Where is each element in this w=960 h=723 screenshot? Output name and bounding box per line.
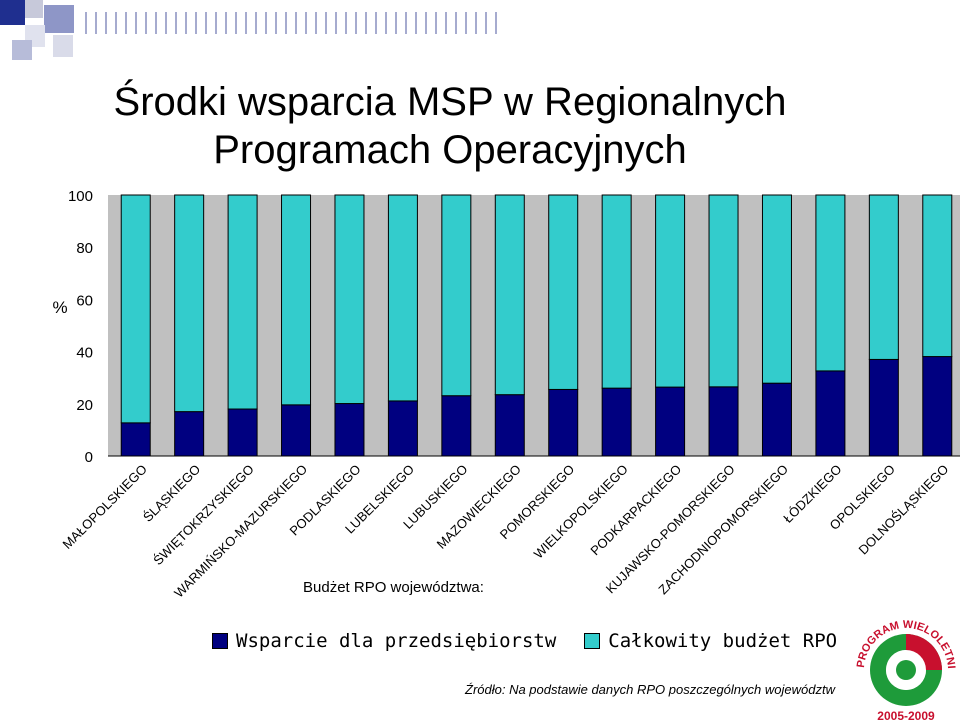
y-tick-label: 60 bbox=[76, 292, 93, 309]
bar-budget bbox=[387, 194, 418, 402]
program-logo: PROGRAM WIELOLETNI 2005-2009 bbox=[855, 619, 957, 723]
legend-label-budget: Całkowity budżet RPO bbox=[608, 630, 838, 652]
bar-support bbox=[334, 403, 365, 457]
bar-support bbox=[655, 386, 686, 457]
y-axis-label: % bbox=[52, 298, 67, 317]
bar-budget bbox=[922, 194, 953, 358]
bar-support bbox=[441, 395, 472, 457]
bar-support bbox=[227, 408, 258, 457]
bar-support bbox=[922, 356, 953, 457]
y-tick-label: 100 bbox=[68, 188, 93, 205]
bar-support bbox=[761, 382, 792, 457]
source-note: Źródło: Na podstawie danych RPO poszczeg… bbox=[465, 682, 835, 697]
bar-budget bbox=[120, 194, 151, 424]
bar-budget bbox=[227, 194, 258, 410]
bar-support bbox=[815, 370, 846, 457]
stacked-bar-chart: 020406080100%MAŁOPOLSKIEGOŚLĄSKIEGOŚWIĘT… bbox=[52, 188, 960, 600]
bar-support bbox=[601, 387, 632, 457]
page-title: Środki wsparcia MSP w Regionalnych Progr… bbox=[60, 78, 840, 174]
bar-budget bbox=[174, 194, 205, 413]
x-axis-note: Budżet RPO województwa: bbox=[303, 579, 484, 596]
bar-budget bbox=[655, 194, 686, 388]
x-tick-label: ŚWIĘTOKRZYSKIEGO bbox=[150, 462, 256, 568]
x-tick-label: DOLNOŚLĄSKIEGO bbox=[855, 462, 951, 558]
bar-budget bbox=[761, 194, 792, 384]
bar-support bbox=[708, 386, 739, 457]
legend-label-support: Wsparcie dla przedsiębiorstw bbox=[236, 630, 557, 652]
bar-budget bbox=[708, 194, 739, 388]
bar-support bbox=[387, 400, 418, 457]
logo-text-bottom: 2005-2009 bbox=[877, 709, 935, 723]
bar-budget bbox=[441, 194, 472, 397]
bar-support bbox=[494, 394, 525, 457]
legend-swatch-budget bbox=[584, 633, 601, 649]
bar-budget bbox=[548, 194, 579, 390]
bar-support bbox=[281, 404, 312, 457]
y-tick-label: 0 bbox=[85, 449, 93, 466]
bar-budget bbox=[815, 194, 846, 372]
bar-support bbox=[548, 388, 579, 457]
x-tick-label: MAŁOPOLSKIEGO bbox=[60, 462, 150, 552]
y-tick-label: 40 bbox=[76, 345, 93, 362]
bar-support bbox=[120, 422, 151, 457]
bar-support bbox=[868, 358, 899, 457]
legend-swatch-support bbox=[212, 633, 228, 649]
bar-budget bbox=[281, 194, 312, 406]
bar-budget bbox=[494, 194, 525, 396]
legend-item-support: Wsparcie dla przedsiębiorstw bbox=[212, 630, 556, 652]
title-line-2: Programach Operacyjnych bbox=[213, 128, 687, 172]
y-tick-label: 20 bbox=[76, 397, 93, 414]
bar-budget bbox=[601, 194, 632, 389]
chart-legend: Wsparcie dla przedsiębiorstw Całkowity b… bbox=[212, 630, 865, 652]
x-tick-label: PODKARPACKIEGO bbox=[587, 462, 684, 559]
bar-support bbox=[174, 411, 205, 457]
title-line-1: Środki wsparcia MSP w Regionalnych bbox=[113, 80, 787, 124]
bar-budget bbox=[868, 194, 899, 360]
bar-budget bbox=[334, 194, 365, 405]
corner-decoration bbox=[0, 0, 90, 70]
header-rule-pattern bbox=[85, 12, 505, 34]
y-tick-label: 80 bbox=[76, 240, 93, 257]
legend-item-budget: Całkowity budżet RPO bbox=[584, 630, 837, 652]
x-tick-label: WIELKOPOLSKIEGO bbox=[531, 462, 631, 562]
